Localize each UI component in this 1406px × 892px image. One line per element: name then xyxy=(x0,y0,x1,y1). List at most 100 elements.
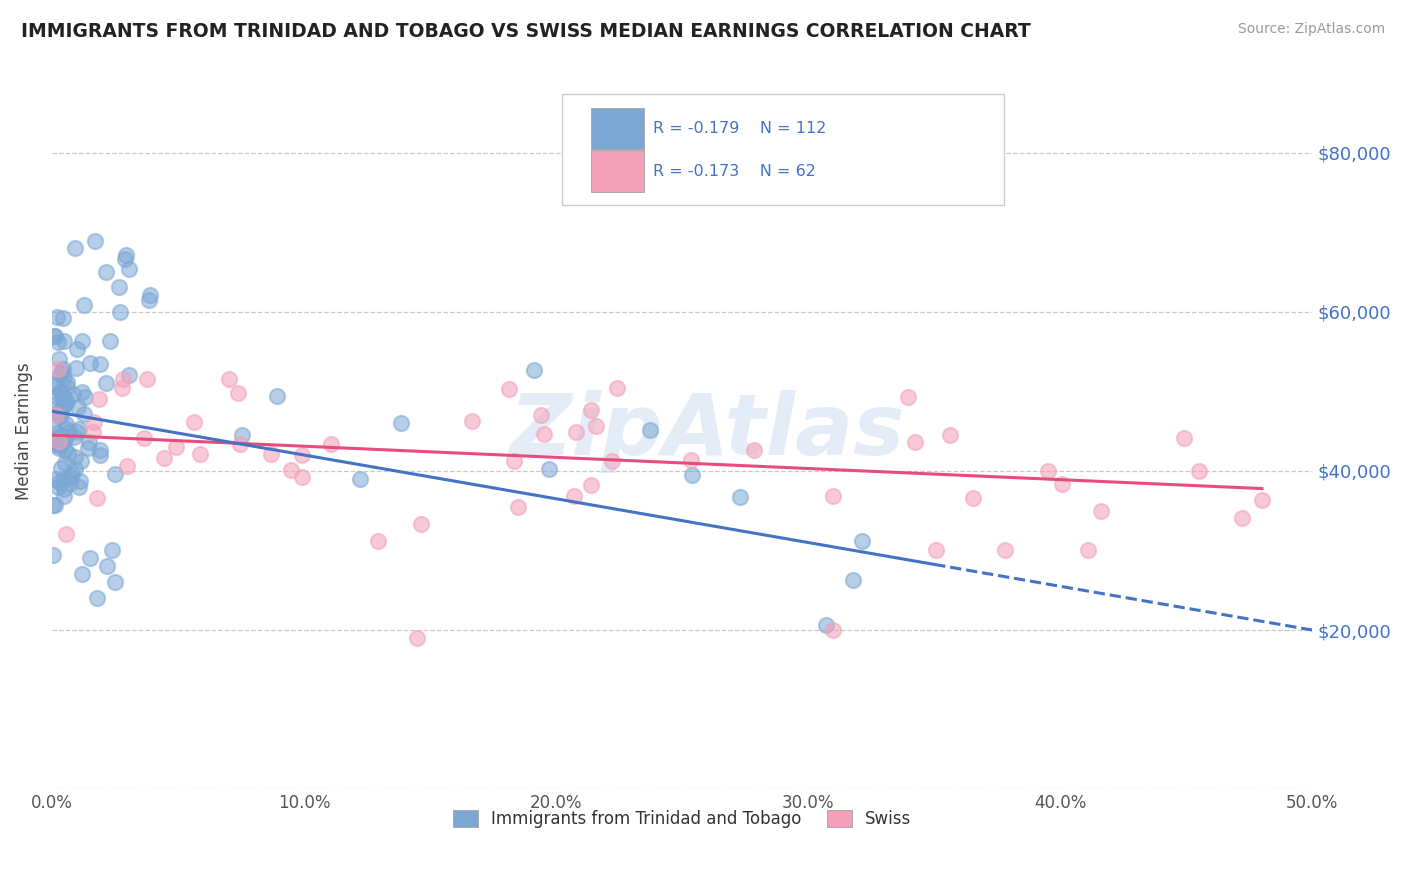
Point xyxy=(823,623,845,637)
Point xyxy=(1173,431,1195,445)
Point xyxy=(58,425,80,439)
Point xyxy=(89,357,111,371)
Point xyxy=(537,462,560,476)
Point xyxy=(86,591,108,606)
Point xyxy=(48,367,70,381)
Point xyxy=(83,415,105,429)
Point xyxy=(72,334,94,349)
Point xyxy=(73,407,96,421)
Point xyxy=(104,575,127,590)
Point xyxy=(814,618,837,632)
Point xyxy=(721,145,744,160)
Point xyxy=(82,425,104,439)
Point xyxy=(51,473,73,487)
Text: R = -0.173    N = 62: R = -0.173 N = 62 xyxy=(652,164,815,178)
Point xyxy=(53,391,76,405)
Point xyxy=(73,298,96,312)
Point xyxy=(49,460,72,475)
Point xyxy=(55,395,77,409)
FancyBboxPatch shape xyxy=(592,151,644,192)
Text: R = -0.179    N = 112: R = -0.179 N = 112 xyxy=(652,121,827,136)
Point xyxy=(70,567,93,582)
Point xyxy=(59,476,82,491)
Point xyxy=(259,447,281,461)
Point xyxy=(79,551,101,566)
Point xyxy=(86,491,108,505)
Point xyxy=(77,435,100,450)
Point xyxy=(842,574,865,588)
Point xyxy=(506,500,529,515)
Point xyxy=(349,472,371,486)
Point xyxy=(52,311,75,326)
Point xyxy=(1250,493,1272,508)
Point xyxy=(56,445,79,459)
Point xyxy=(52,371,75,385)
Point xyxy=(640,423,662,437)
Point xyxy=(55,417,77,431)
Point xyxy=(1050,477,1073,491)
Point xyxy=(53,396,76,410)
Point xyxy=(742,443,765,458)
Point xyxy=(84,234,107,248)
Point xyxy=(53,434,76,449)
Point xyxy=(897,390,920,404)
Point xyxy=(579,403,602,417)
Point xyxy=(925,543,948,558)
Point xyxy=(406,631,429,645)
Point xyxy=(55,375,77,389)
Point xyxy=(132,431,155,445)
Point xyxy=(45,472,67,486)
Point xyxy=(48,437,70,451)
Point xyxy=(52,392,75,406)
Point xyxy=(89,448,111,462)
Point xyxy=(96,265,118,279)
FancyBboxPatch shape xyxy=(592,108,644,150)
Text: Source: ZipAtlas.com: Source: ZipAtlas.com xyxy=(1237,22,1385,37)
Y-axis label: Median Earnings: Median Earnings xyxy=(15,362,32,500)
Point xyxy=(59,468,82,483)
Point xyxy=(994,543,1017,558)
Point xyxy=(69,474,91,488)
Point xyxy=(503,454,526,468)
Point xyxy=(66,400,89,414)
Point xyxy=(228,385,250,400)
Point xyxy=(533,427,555,442)
Text: ZipAtlas: ZipAtlas xyxy=(509,390,905,473)
Point xyxy=(46,406,69,420)
Point xyxy=(103,467,125,482)
Point xyxy=(53,489,76,503)
Point xyxy=(79,356,101,370)
Point xyxy=(44,328,66,343)
Point xyxy=(1077,543,1099,558)
Point xyxy=(118,368,141,382)
Point xyxy=(585,419,607,434)
Point xyxy=(229,437,252,451)
Point xyxy=(962,491,984,505)
Point xyxy=(63,430,86,444)
Point xyxy=(67,480,90,494)
Point xyxy=(44,498,66,512)
Point xyxy=(55,422,77,436)
Point xyxy=(42,398,65,412)
Point xyxy=(118,262,141,277)
Point xyxy=(165,441,187,455)
Point xyxy=(55,527,77,541)
Point xyxy=(55,430,77,444)
Point xyxy=(51,438,73,452)
Point xyxy=(70,384,93,399)
Point xyxy=(904,434,927,449)
Point xyxy=(49,429,72,443)
Point xyxy=(266,389,288,403)
Point xyxy=(49,384,72,399)
Point xyxy=(367,533,389,548)
Point xyxy=(1188,464,1211,478)
Point xyxy=(1036,464,1059,478)
Point xyxy=(48,441,70,455)
Point xyxy=(63,462,86,476)
Point xyxy=(530,408,553,422)
Point xyxy=(1230,511,1253,525)
Point xyxy=(851,533,873,548)
Point xyxy=(98,334,121,348)
Point xyxy=(89,442,111,457)
Point xyxy=(45,310,67,324)
